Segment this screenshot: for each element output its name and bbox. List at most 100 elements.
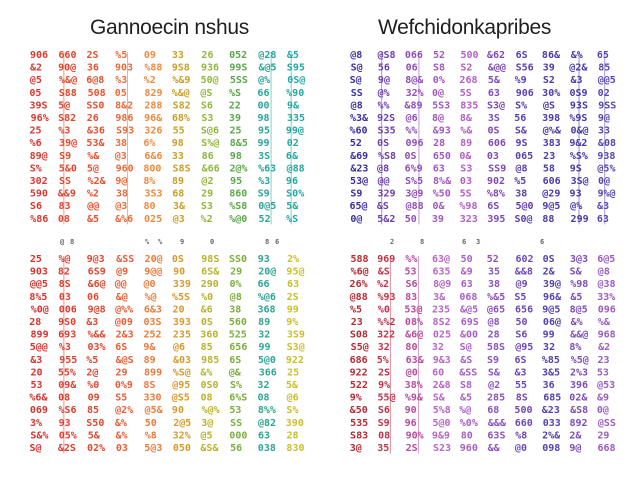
glyph-cell: &% — [571, 317, 583, 328]
glyph-cell: 936 — [201, 63, 219, 74]
glyph-cell: 8%5 — [29, 292, 47, 303]
glyph-cell: &3 — [86, 317, 98, 328]
glyph-cell: @38 — [598, 279, 616, 290]
separator-mark: 2 — [390, 238, 394, 246]
glyph-cell: 922 — [286, 355, 304, 366]
glyph-cell: 38% — [405, 380, 423, 391]
glyph-cell: 3@ — [350, 443, 362, 454]
glyph-cell: 9@8 — [88, 304, 106, 315]
glyph-cell: 635 — [432, 267, 450, 278]
panel-title-right: Wefchidonkapribes — [378, 16, 552, 39]
glyph-cell: %5@ — [571, 355, 589, 366]
glyph-cell: 39 — [432, 214, 444, 225]
glyph-cell: 63 — [597, 214, 609, 225]
glyph-cell: 25 — [30, 254, 42, 265]
glyph-cell: 38 — [488, 279, 500, 290]
glyph-cell: &3 — [514, 367, 526, 378]
glyph-cell: S3@ — [287, 342, 305, 353]
glyph-cell: @53 — [597, 380, 615, 391]
glyph-cell: 560 — [229, 317, 247, 328]
glyph-cell: S6 — [201, 100, 213, 111]
glyph-cell: 0S — [404, 151, 416, 162]
glyph-cell: 398 — [542, 113, 560, 124]
glyph-cell: S3@ — [487, 100, 505, 111]
glyph-cell: 8S — [59, 279, 71, 290]
glyph-cell: @@ — [115, 279, 127, 290]
glyph-cell: &% — [200, 367, 212, 378]
glyph-cell: 22 — [229, 100, 241, 111]
glyph-cell: @@5 — [30, 279, 48, 290]
glyph-cell: %8% — [487, 189, 505, 200]
glyph-cell: @& — [229, 367, 242, 378]
glyph-cell: 86 — [202, 151, 214, 162]
glyph-cell: S9 — [378, 418, 390, 429]
glyph-cell: 66 — [257, 279, 269, 290]
glyph-cell: S23 — [433, 443, 451, 454]
glyph-cell: S& — [570, 267, 583, 278]
glyph-cell: 656 — [229, 342, 247, 353]
glyph-cell: 025 — [433, 330, 451, 341]
glyph-cell: 606 — [488, 138, 506, 149]
glyph-cell: %&5 — [487, 292, 505, 303]
glyph-cell: 268 — [459, 75, 477, 86]
glyph-cell: 968 — [598, 330, 616, 341]
glyph-cell: 25 — [287, 367, 299, 378]
glyph-cell: %0@ — [31, 304, 49, 315]
glyph-cell: 38 — [115, 138, 127, 149]
glyph-cell: %50 — [433, 189, 451, 200]
glyph-cell: &6@ — [88, 279, 106, 290]
glyph-cell: %93 — [377, 292, 395, 303]
glyph-cell: 98 — [230, 151, 242, 162]
glyph-cell: S56 — [516, 63, 534, 74]
glyph-cell: S9 — [487, 355, 499, 366]
glyph-cell: @% — [570, 201, 582, 212]
glyph-cell: 902 — [487, 176, 505, 187]
glyph-cell: 903 — [30, 267, 48, 278]
glyph-cell: &36 — [87, 126, 105, 137]
glyph-cell: 26 — [201, 50, 213, 61]
glyph-cell: 2@ — [86, 367, 98, 378]
glyph-cell: 66 — [257, 88, 269, 99]
glyph-cell: 25 — [30, 126, 42, 137]
glyph-cell: 0@ — [598, 176, 610, 187]
glyph-cell: 08 — [378, 430, 390, 441]
glyph-cell: 500 — [460, 50, 478, 61]
glyph-cell: &S — [460, 355, 472, 366]
glyph-cell: 960 — [460, 443, 478, 454]
glyph-cell: 8S2 — [433, 317, 451, 328]
glyph-cell: @S8 — [377, 50, 395, 61]
glyph-cell: 8&2 — [115, 100, 133, 111]
glyph-cell: 6& — [286, 151, 299, 162]
glyph-cell: 53 — [229, 405, 241, 416]
glyph-cell: 28 — [433, 138, 445, 149]
glyph-cell: 03% — [87, 342, 105, 353]
glyph-cell: &@5 — [460, 304, 478, 315]
glyph-cell: 99 — [287, 304, 299, 315]
glyph-cell: 32% — [173, 430, 191, 441]
glyph-cell: SS9 — [488, 163, 506, 174]
glyph-cell: 0S — [377, 138, 389, 149]
glyph-cell: %%2 — [378, 317, 396, 328]
glyph-cell: @5% — [597, 163, 615, 174]
glyph-cell: %0% — [460, 418, 478, 429]
glyph-cell: 90% — [406, 430, 424, 441]
glyph-cell: 29 — [230, 267, 242, 278]
glyph-column: &SS @9@@ &@@%% @09 2&36S &@S29 0%9 S5@2% &%&% 03 — [115, 254, 134, 454]
glyph-cell: &66 — [202, 163, 220, 174]
glyph-cell: 88 — [542, 214, 554, 225]
glyph-cell: 06@ — [543, 317, 561, 328]
glyph-cell: 68 — [487, 405, 499, 416]
glyph-cell: 955 — [59, 355, 77, 366]
glyph-cell: @2 — [488, 380, 500, 391]
glyph-cell: 9@5 — [542, 304, 560, 315]
separator-mark: 8 — [420, 238, 424, 246]
glyph-cell: @09 — [115, 317, 133, 328]
glyph-cell: 330 — [144, 393, 162, 404]
glyph-cell: 96% — [31, 113, 49, 124]
glyph-cell: 95 — [258, 126, 270, 137]
glyph-cell: %8 — [145, 430, 157, 441]
glyph-cell: 9S8 — [172, 63, 190, 74]
